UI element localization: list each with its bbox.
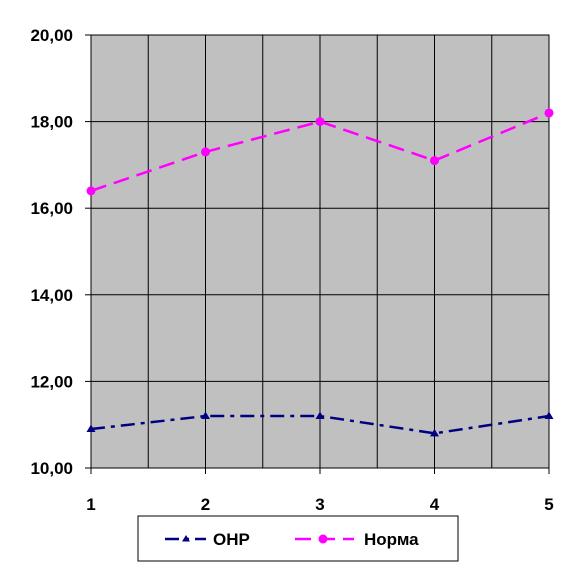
grid-lines (91, 34, 549, 469)
x-tick-label: 4 (430, 495, 440, 514)
data-point-onr (86, 424, 96, 433)
x-tick-label: 3 (315, 495, 324, 514)
x-tick-label: 2 (201, 495, 210, 514)
series-markers (86, 108, 554, 437)
data-point-norma (315, 117, 325, 127)
legend-label-onr: ОНР (213, 530, 250, 549)
data-point-norma (430, 156, 439, 166)
legend-item-onr: ОНР (165, 530, 250, 549)
data-point-norma (201, 147, 210, 157)
y-tick-label: 18,00 (30, 113, 73, 132)
y-tick-label: 10,00 (30, 459, 73, 478)
axes (85, 34, 550, 474)
y-tick-label: 14,00 (30, 286, 73, 305)
data-point-onr (430, 428, 439, 437)
y-tick-label: 16,00 (30, 199, 73, 218)
legend: ОНР Норма (137, 515, 459, 562)
legend-item-norma: Норма (295, 530, 419, 549)
legend-marker-onr (182, 535, 190, 542)
data-point-onr (201, 411, 210, 420)
legend-marker-norma (318, 534, 328, 544)
data-point-onr (315, 411, 325, 420)
tick-labels: 10,00 12,00 14,00 16,00 18,00 20,00 1 2 3 4 5 (30, 26, 553, 514)
data-point-norma (544, 108, 554, 118)
series-lines (90, 111, 550, 435)
y-tick-label: 20,00 (30, 26, 73, 45)
x-tick-label: 5 (544, 495, 553, 514)
series-line-norma (90, 111, 550, 193)
legend-label-norma: Норма (364, 530, 419, 549)
x-tick-label: 1 (86, 495, 95, 514)
y-tick-label: 12,00 (30, 372, 73, 391)
data-point-onr (544, 411, 554, 420)
data-point-norma (86, 186, 96, 196)
